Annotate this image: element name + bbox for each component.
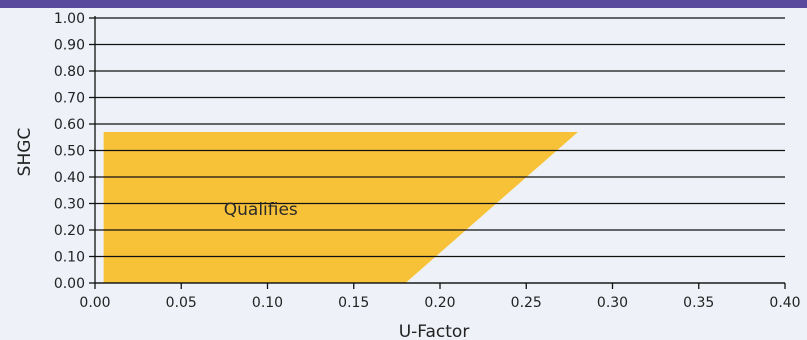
x-tick-label: 0.30 (597, 295, 628, 311)
x-tick-label: 0.20 (424, 295, 455, 311)
y-axis-title: SHGC (15, 128, 35, 177)
y-tick-label: 0.70 (54, 91, 85, 107)
y-tick-label: 0.30 (54, 197, 85, 213)
y-tick-label: 0.20 (54, 223, 85, 239)
tick-labels: 0.00 0.10 0.20 0.30 0.40 0.50 0.60 0.70 0.80 0.90… (54, 11, 801, 311)
x-tick-label: 0.40 (769, 295, 800, 311)
y-tick-label: 0.50 (54, 144, 85, 160)
axes (89, 16, 786, 289)
x-tick-label: 0.10 (252, 295, 283, 311)
qualifies-region (103, 131, 578, 283)
region-label-qualifies: Qualifies (224, 200, 298, 220)
x-tick-label: 0.35 (683, 295, 714, 311)
y-tick-label: 0.60 (54, 117, 85, 133)
y-tick-label: 0.10 (54, 250, 85, 266)
y-tick-label: 0.00 (54, 276, 85, 292)
x-tick-label: 0.00 (79, 295, 110, 311)
y-tick-label: 0.40 (54, 170, 85, 186)
y-tick-label: 0.80 (54, 64, 85, 80)
y-tick-label: 0.90 (54, 38, 85, 54)
x-axis-title: U-Factor (399, 322, 470, 340)
y-tick-label: 1.00 (54, 11, 85, 27)
x-tick-label: 0.25 (511, 295, 542, 311)
x-tick-label: 0.15 (338, 295, 369, 311)
region-layer (103, 131, 578, 283)
x-tick-label: 0.05 (166, 295, 197, 311)
top-color-band (0, 0, 807, 8)
